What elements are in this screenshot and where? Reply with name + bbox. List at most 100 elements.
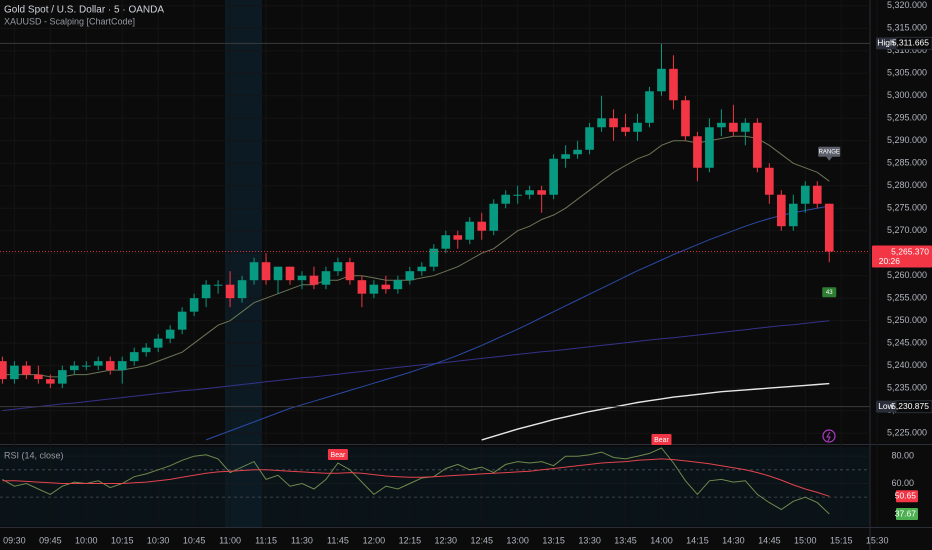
candle-body <box>788 203 798 227</box>
marker-value-box <box>895 400 932 414</box>
y-tick-label: 5,245.000 <box>887 338 927 348</box>
x-tick-label: 15:30 <box>866 535 889 545</box>
countdown-label: 20:26 <box>879 256 901 266</box>
marker-value: 5,311.665 <box>892 38 929 48</box>
candle-body <box>381 284 391 290</box>
last-price-box <box>872 245 932 268</box>
candle-body <box>345 262 355 281</box>
x-tick-label: 10:00 <box>75 535 98 545</box>
y-tick-label: 5,295.000 <box>887 113 927 123</box>
candle-body <box>441 235 451 249</box>
signal-box <box>651 433 672 445</box>
candle-body <box>393 280 403 290</box>
candle-body <box>453 235 463 240</box>
candle-body <box>273 266 283 281</box>
marker-value-box <box>895 36 932 50</box>
x-tick-label: 13:15 <box>542 535 565 545</box>
candle-body <box>201 284 211 299</box>
candle-body <box>333 262 343 272</box>
annotation-box <box>822 287 837 298</box>
annotation-text: 43 <box>826 290 833 296</box>
candle-body <box>129 352 139 362</box>
x-tick-label: 12:30 <box>435 535 458 545</box>
candle-body <box>261 262 271 281</box>
x-tick-label: 10:15 <box>111 535 134 545</box>
annotation-pointer <box>826 156 833 161</box>
candle-body <box>165 329 175 339</box>
alert-icon-bolt <box>826 431 831 442</box>
candle-body <box>501 194 511 204</box>
y-tick-label: 5,320.000 <box>887 0 927 10</box>
candle-body <box>525 190 534 195</box>
y-tick-label: 5,305.000 <box>887 68 927 78</box>
x-tick-label: 14:00 <box>650 535 673 545</box>
x-tick-label: 09:45 <box>39 535 62 545</box>
marker-name: High <box>877 38 895 48</box>
signal-text: Bear <box>654 437 669 444</box>
moving-average <box>205 205 830 441</box>
x-tick-label: 11:15 <box>255 535 277 545</box>
candle-body <box>22 365 31 375</box>
candle-body <box>824 203 834 252</box>
candle-body <box>153 338 163 348</box>
candle-body <box>309 275 319 285</box>
candle-body <box>58 370 67 384</box>
rsi-line <box>2 447 830 515</box>
candle-body <box>585 127 594 150</box>
x-tick-label: 12:00 <box>363 535 386 545</box>
rsi-value-box <box>896 508 918 521</box>
y-tick-label: 5,275.000 <box>887 203 927 213</box>
candle-body <box>477 221 487 231</box>
candle-body <box>357 280 367 294</box>
candle-body <box>369 284 379 294</box>
rsi-line <box>2 458 830 497</box>
candle-body <box>321 271 331 285</box>
marker-name-box <box>876 400 896 413</box>
indicator-title: XAUUSD - Scalping [ChartCode] <box>4 16 135 26</box>
overlay: 5,225.0005,230.0005,235.0005,240.0005,24… <box>3 0 932 545</box>
x-tick-label: 11:30 <box>291 535 313 545</box>
candle-body <box>177 311 187 330</box>
candle-body <box>800 185 810 204</box>
y-tick-label: 5,250.000 <box>887 315 927 325</box>
rsi-pane <box>0 447 870 526</box>
candle-body <box>465 221 475 240</box>
candle-body <box>741 122 750 132</box>
y-tick-label: 5,235.000 <box>887 383 927 393</box>
chart-title: Gold Spot / U.S. Dollar · 5 · OANDA <box>4 5 164 16</box>
rsi-value-label: 37.67 <box>895 508 917 518</box>
candle-body <box>249 262 259 281</box>
y-tick-label: 5,300.000 <box>887 90 927 100</box>
candle-body <box>753 122 762 168</box>
candle-body <box>429 248 439 267</box>
candle-body <box>489 203 499 231</box>
x-tick-label: 10:30 <box>147 535 170 545</box>
y-tick-label: 5,260.000 <box>887 270 927 280</box>
x-tick-label: 13:00 <box>506 535 529 545</box>
candle-body <box>717 122 726 128</box>
candle-body <box>657 68 666 92</box>
rsi-value-label: 50.65 <box>895 491 917 501</box>
y-tick-label: 60.00 <box>891 478 914 488</box>
y-tick-label: 5,315.000 <box>887 23 927 33</box>
candle-body <box>69 365 79 371</box>
moving-average <box>481 382 830 441</box>
x-tick-label: 10:45 <box>183 535 206 545</box>
marker-value: 5,230.875 <box>891 401 929 411</box>
rsi-value-box <box>896 490 918 503</box>
candle-body <box>93 361 103 366</box>
y-tick-label: 5,290.000 <box>887 135 927 145</box>
price-pane <box>0 42 870 441</box>
alert-icon[interactable] <box>822 429 836 443</box>
x-tick-label: 13:45 <box>614 535 637 545</box>
candle-body <box>285 266 295 281</box>
candle-body <box>141 347 151 353</box>
candle-body <box>117 361 127 371</box>
candle-body <box>34 374 43 380</box>
candle-body <box>777 194 786 227</box>
candle-body <box>189 298 199 312</box>
x-tick-label: 12:15 <box>399 535 422 545</box>
y-tick-label: 80.00 <box>891 451 914 461</box>
candle-body <box>597 118 606 128</box>
x-tick-label: 09:30 <box>3 535 26 545</box>
